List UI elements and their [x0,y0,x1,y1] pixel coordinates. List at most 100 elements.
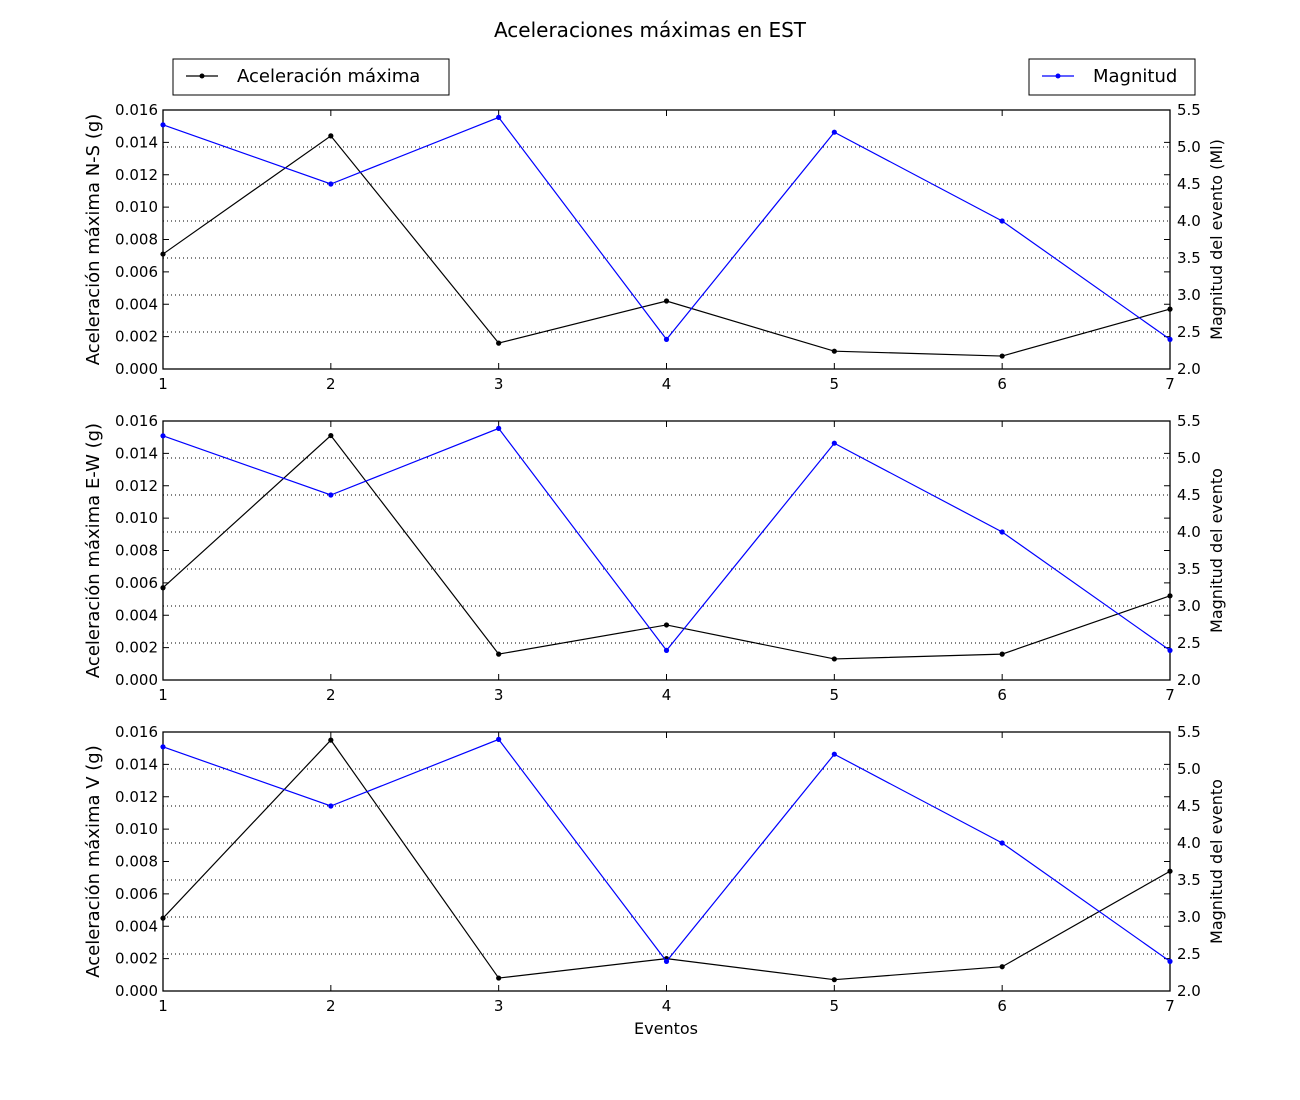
data-point-aceleracion [328,133,334,139]
x-tick-label: 3 [494,686,504,704]
y-tick-label: 0.004 [115,606,158,624]
y-tick-label: 0.006 [115,885,158,903]
y2-tick-label: 3.0 [1177,286,1201,304]
y2-tick-label: 5.0 [1177,449,1201,467]
y2-tick-label: 3.5 [1177,871,1201,889]
y2-tick-label: 5.0 [1177,760,1201,778]
y2-axis-label: Magnitud del evento (Ml) [1207,139,1226,340]
data-point-magnitud [1167,336,1173,342]
data-point-magnitud [999,218,1005,224]
data-point-magnitud [831,129,837,135]
y2-tick-label: 3.0 [1177,908,1201,926]
x-tick-label: 5 [830,375,840,393]
y-tick-label: 0.006 [115,263,158,281]
y-axis-label: Aceleración máxima E-W (g) [83,423,104,678]
data-point-magnitud [1167,647,1173,654]
data-point-aceleracion [160,915,166,921]
y2-tick-label: 2.0 [1177,360,1201,378]
y2-tick-label: 4.5 [1177,797,1201,815]
subplot-ew: 0.000 0.002 0.004 0.006 0.008 0.010 0.012 0.014… [83,412,1226,704]
data-point-aceleracion [160,585,166,591]
y2-tick-label: 3.5 [1177,560,1201,578]
y2-tick-label: 2.5 [1177,945,1201,963]
data-point-aceleracion [999,353,1005,359]
data-point-aceleracion [496,340,502,346]
y-tick-label: 0.012 [115,788,158,806]
x-tick-label: 4 [662,686,672,704]
data-point-aceleracion [663,622,670,628]
subplot-v: 0.000 0.002 0.004 0.006 0.008 0.010 0.012 0.014… [83,723,1226,1015]
y2-axis-label: Magnitud del evento [1207,468,1226,633]
y2-tick-label: 3.5 [1177,249,1201,267]
data-point-magnitud [999,529,1005,535]
y-tick-label: 0.010 [115,820,158,838]
y-tick-label: 0.002 [115,639,158,657]
y-tick-label: 0.012 [115,477,158,495]
y2-tick-label: 4.0 [1177,834,1201,852]
data-point-magnitud [328,492,334,498]
y-tick-label: 0.016 [115,723,158,741]
y2-tick-label: 4.5 [1177,175,1201,193]
x-tick-label: 6 [997,686,1007,704]
data-point-aceleracion [1167,306,1173,312]
y-tick-label: 0.014 [115,755,158,773]
data-point-aceleracion [160,251,166,257]
x-tick-label: 1 [158,997,168,1015]
legend-right-label: Magnitud [1093,66,1177,87]
data-point-magnitud [496,114,502,120]
legend-left-marker [199,73,205,79]
x-tick-label: 7 [1165,997,1175,1015]
x-tick-label: 2 [326,997,336,1015]
x-tick-label: 6 [997,997,1007,1015]
y2-tick-label: 3.0 [1177,597,1201,615]
data-point-magnitud [831,751,837,757]
data-point-aceleracion [831,977,837,983]
x-tick-label: 7 [1165,375,1175,393]
y-tick-label: 0.008 [115,231,158,249]
y2-tick-label: 4.5 [1177,486,1201,504]
y-tick-label: 0.000 [115,360,158,378]
legend-right-marker [1055,73,1061,79]
x-tick-label: 3 [494,375,504,393]
y-tick-label: 0.002 [115,328,158,346]
x-tick-label: 5 [830,997,840,1015]
y-tick-label: 0.014 [115,444,158,462]
legend-left-box [172,58,450,96]
y-tick-label: 0.014 [115,133,158,151]
y2-tick-label: 2.0 [1177,982,1201,1000]
y2-tick-label: 4.0 [1177,212,1201,230]
data-point-aceleracion [1167,868,1173,874]
y2-tick-label: 2.0 [1177,671,1201,689]
x-tick-label: 3 [494,997,504,1015]
chart-title: Aceleraciones máximas en EST [494,18,807,42]
x-tick-label: 4 [662,997,672,1015]
x-tick-label: 7 [1165,686,1175,704]
data-point-aceleracion [831,656,837,662]
x-tick-label: 1 [158,375,168,393]
data-point-aceleracion [999,964,1005,970]
x-tick-label: 2 [326,686,336,704]
y-tick-label: 0.010 [115,198,158,216]
y-tick-label: 0.010 [115,509,158,527]
y2-tick-label: 5.5 [1177,723,1201,741]
x-tick-label: 5 [830,686,840,704]
data-point-aceleracion [496,651,502,657]
y2-tick-label: 5.0 [1177,138,1201,156]
data-point-magnitud [663,958,670,965]
data-point-aceleracion [663,298,670,304]
data-point-magnitud [831,440,837,446]
y-axis-label: Aceleración máxima V (g) [83,745,104,978]
y2-tick-label: 4.0 [1177,523,1201,541]
y-axis-label: Aceleración máxima N-S (g) [83,114,104,366]
data-point-magnitud [160,433,166,439]
y-tick-label: 0.000 [115,982,158,1000]
subplot-ns: 0.000 0.002 0.004 0.006 0.008 0.010 0.012 0.014… [83,101,1226,393]
data-point-magnitud [999,840,1005,846]
x-tick-label: 6 [997,375,1007,393]
data-point-aceleracion [1167,593,1173,599]
data-point-magnitud [160,122,166,128]
data-point-aceleracion [328,432,334,439]
y-tick-label: 0.004 [115,917,158,935]
